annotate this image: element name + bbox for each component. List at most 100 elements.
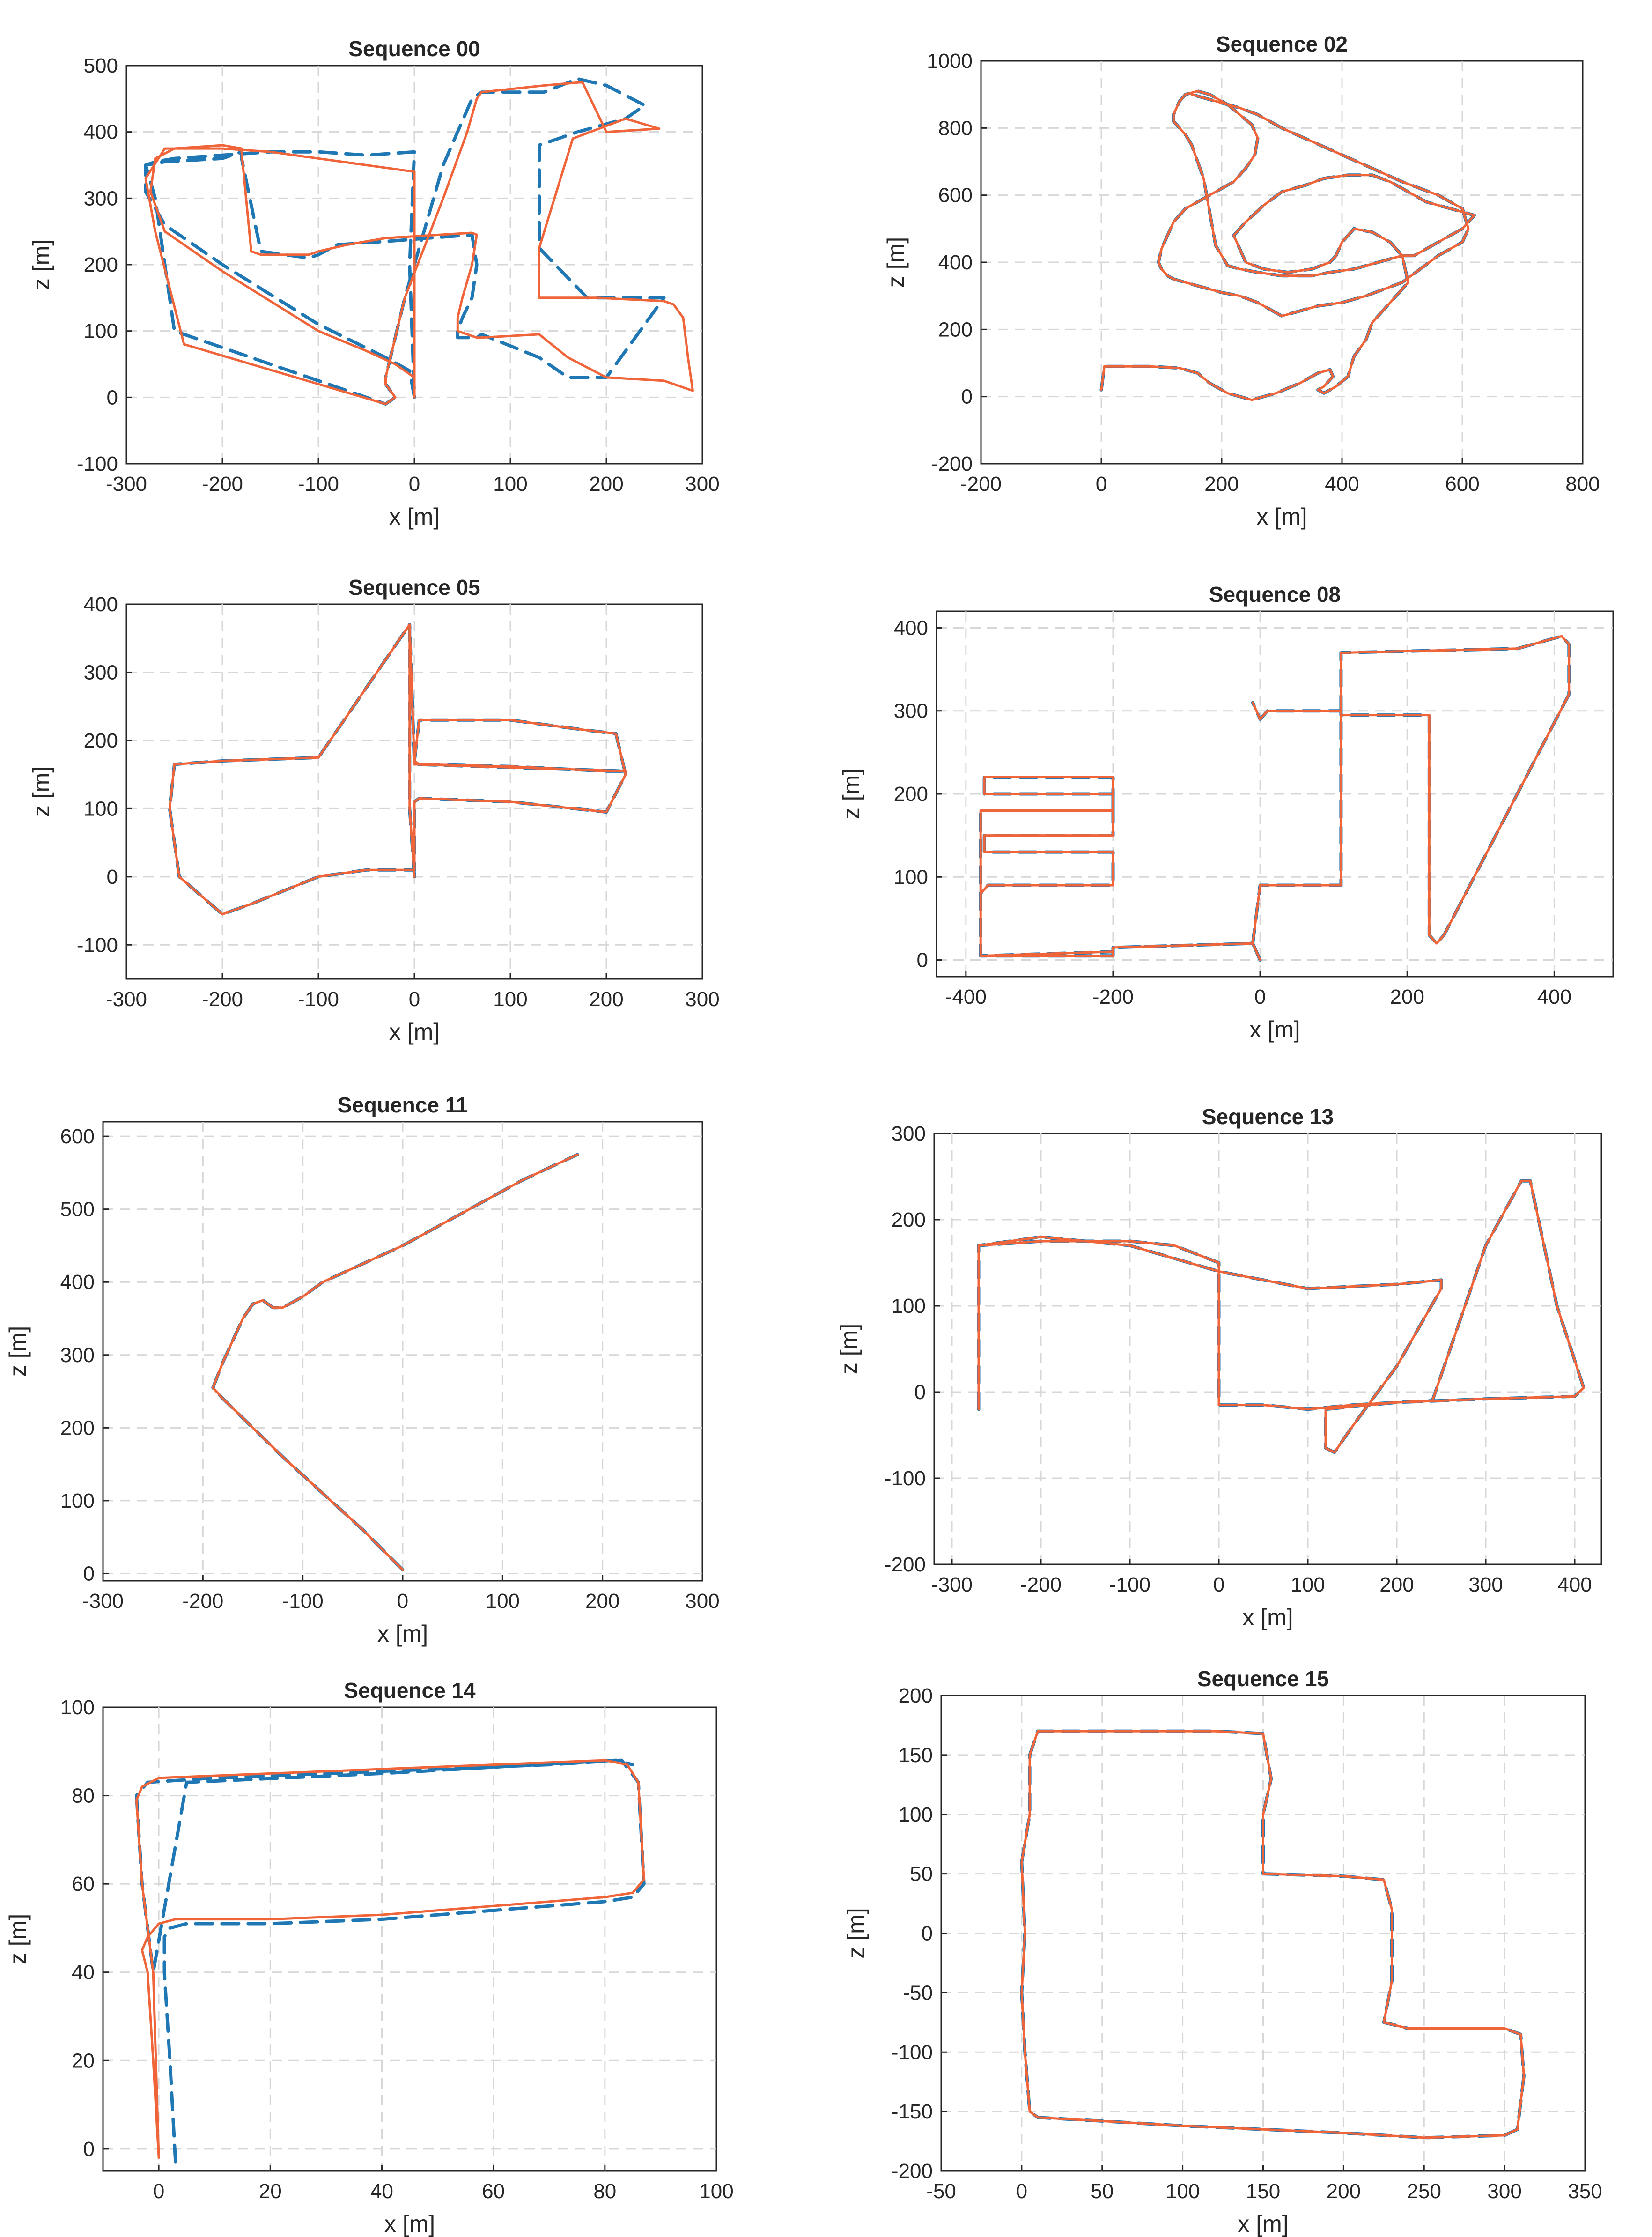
x-tick-label: -300 bbox=[106, 473, 147, 496]
x-tick-label: 200 bbox=[1390, 985, 1424, 1008]
x-tick-label: 0 bbox=[409, 473, 420, 496]
y-tick-label: -200 bbox=[931, 452, 973, 475]
chart-seq02: -200 0 200 400 600 800 -200 0 200 400 600 800 1000 Se… bbox=[883, 32, 1600, 530]
y-tick-label: -100 bbox=[885, 1467, 926, 1490]
y-tick-label: 500 bbox=[60, 1198, 95, 1221]
estimated-trajectory bbox=[212, 1153, 579, 1571]
y-tick-label: 0 bbox=[107, 386, 118, 409]
y-tick-label: 20 bbox=[72, 2049, 95, 2072]
estimated-trajectory bbox=[979, 635, 1571, 961]
y-tick-label: 80 bbox=[72, 1785, 95, 1807]
y-tick-label: 400 bbox=[894, 616, 928, 639]
x-tick-label: 200 bbox=[1379, 1573, 1414, 1596]
x-tick-label: 50 bbox=[1091, 2180, 1114, 2203]
x-tick-label: 0 bbox=[1254, 985, 1266, 1008]
x-tick-label: -100 bbox=[298, 473, 339, 496]
chart-seq14: 0 20 40 60 80 100 0 20 40 60 80 100 Sequence 14 x [m]… bbox=[5, 1678, 734, 2237]
y-tick-label: 300 bbox=[84, 661, 118, 684]
y-axis-label: z [m] bbox=[28, 239, 54, 290]
x-tick-label: 80 bbox=[593, 2180, 616, 2203]
chart-title: Sequence 05 bbox=[348, 575, 480, 600]
y-tick-label: 200 bbox=[899, 1684, 933, 1707]
x-axis-label: x [m] bbox=[1238, 2211, 1288, 2237]
x-tick-label: 300 bbox=[1487, 2180, 1521, 2203]
chart-seq05: -300 -200 -100 0 100 200 300 -100 0 100 200 300 400 S… bbox=[28, 575, 720, 1045]
y-tick-label: 150 bbox=[899, 1744, 933, 1767]
chart-title: Sequence 08 bbox=[1209, 582, 1341, 607]
estimated-trajectory bbox=[168, 623, 627, 916]
x-tick-label: 200 bbox=[1327, 2180, 1361, 2203]
y-tick-label: 400 bbox=[84, 593, 118, 616]
x-tick-label: 400 bbox=[1557, 1573, 1592, 1596]
x-tick-label: 200 bbox=[1204, 473, 1239, 496]
x-tick-label: 200 bbox=[585, 1590, 620, 1613]
y-tick-label: 200 bbox=[84, 729, 118, 752]
x-tick-label: 200 bbox=[589, 473, 623, 496]
y-tick-label: 200 bbox=[894, 783, 928, 806]
y-tick-label: 100 bbox=[84, 320, 118, 343]
y-tick-label: 300 bbox=[60, 1344, 95, 1367]
x-tick-label: -100 bbox=[282, 1590, 324, 1613]
y-tick-label: 100 bbox=[60, 1696, 95, 1719]
y-tick-label: 100 bbox=[84, 797, 118, 820]
y-tick-label: 0 bbox=[922, 1922, 933, 1945]
y-tick-label: -200 bbox=[885, 1553, 926, 1576]
y-tick-label: 40 bbox=[72, 1961, 95, 1984]
chart-title: Sequence 02 bbox=[1216, 32, 1348, 56]
y-tick-label: 0 bbox=[107, 866, 118, 889]
y-tick-label: 0 bbox=[961, 385, 973, 408]
y-tick-label: 100 bbox=[894, 866, 928, 889]
chart-title: Sequence 15 bbox=[1197, 1667, 1329, 1691]
y-tick-label: 200 bbox=[892, 1208, 926, 1231]
plot-area bbox=[933, 1133, 1602, 1565]
x-tick-label: -200 bbox=[960, 473, 1002, 496]
ground-truth-trajectory bbox=[144, 77, 666, 406]
x-axis-label: x [m] bbox=[389, 504, 440, 530]
estimated-trajectory bbox=[135, 1759, 645, 2159]
estimated-trajectory bbox=[144, 81, 694, 405]
x-axis-label: x [m] bbox=[384, 2211, 435, 2237]
x-tick-label: 100 bbox=[493, 473, 527, 496]
x-tick-label: 20 bbox=[259, 2180, 282, 2203]
y-axis-label: z [m] bbox=[843, 1908, 869, 1958]
chart-seq13: -300 -200 -100 0 100 200 300 400-200-1000100200… bbox=[836, 1104, 1602, 1630]
chart-title: Sequence 00 bbox=[348, 37, 480, 61]
x-tick-label: 400 bbox=[1537, 985, 1571, 1008]
x-tick-label: 300 bbox=[685, 1590, 719, 1613]
y-tick-label: -100 bbox=[77, 933, 118, 956]
y-tick-label: 1000 bbox=[927, 50, 973, 73]
y-tick-label: 800 bbox=[938, 117, 973, 140]
estimated-trajectory bbox=[1100, 90, 1476, 401]
x-tick-label: 0 bbox=[409, 988, 420, 1011]
y-tick-label: 300 bbox=[84, 187, 118, 210]
y-axis-label: z [m] bbox=[28, 766, 54, 817]
x-tick-label: -300 bbox=[106, 988, 147, 1011]
x-tick-label: 200 bbox=[589, 988, 623, 1011]
x-tick-label: 100 bbox=[1291, 1573, 1325, 1596]
x-tick-label: 300 bbox=[685, 473, 719, 496]
y-tick-label: 600 bbox=[938, 184, 973, 207]
x-tick-label: 60 bbox=[482, 2180, 505, 2203]
y-tick-label: 60 bbox=[72, 1873, 95, 1896]
y-tick-label: 300 bbox=[892, 1122, 926, 1145]
y-tick-label: 400 bbox=[84, 121, 118, 144]
y-tick-label: 100 bbox=[892, 1295, 926, 1318]
x-tick-label: 250 bbox=[1407, 2180, 1441, 2203]
y-axis-label: z [m] bbox=[838, 769, 864, 819]
x-tick-label: 0 bbox=[1096, 473, 1107, 496]
x-tick-label: 0 bbox=[1213, 1573, 1224, 1596]
y-tick-label: 0 bbox=[83, 1562, 95, 1585]
chart-seq11: -300 -200 -100 0 100 200 300 0 100 200 300 400 500 60… bbox=[5, 1093, 720, 1647]
y-tick-label: 0 bbox=[917, 949, 928, 972]
y-axis-label: z [m] bbox=[883, 237, 909, 288]
x-tick-label: 100 bbox=[493, 988, 527, 1011]
x-tick-label: -300 bbox=[931, 1573, 973, 1596]
y-tick-label: 400 bbox=[938, 251, 973, 274]
y-axis-label: z [m] bbox=[5, 1914, 31, 1964]
x-tick-label: 150 bbox=[1246, 2180, 1280, 2203]
x-tick-label: -100 bbox=[298, 988, 339, 1011]
x-tick-label: 0 bbox=[1016, 2180, 1027, 2203]
y-tick-label: 0 bbox=[83, 2138, 95, 2161]
y-tick-label: 50 bbox=[910, 1863, 933, 1886]
